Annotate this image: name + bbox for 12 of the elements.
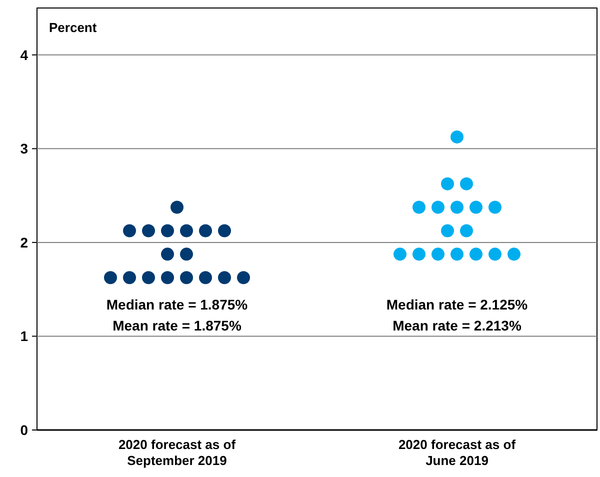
x-tick-label: 2020 forecast as of June 2019 bbox=[398, 437, 516, 468]
annotation: Mean rate = 1.875% bbox=[112, 318, 242, 334]
annotation: Median rate = 2.125% bbox=[386, 296, 528, 313]
y-tick-label: 3 bbox=[20, 140, 28, 157]
x-tick-label: 2020 forecast as of September 2019 bbox=[118, 437, 236, 468]
annotation: Median rate = 1.875% bbox=[106, 296, 248, 313]
y-tick-label: 1 bbox=[20, 328, 28, 344]
annotation: Mean rate = 2.213% bbox=[392, 318, 522, 334]
y-tick-label: 0 bbox=[20, 422, 28, 438]
y-axis-title: Percent bbox=[49, 20, 98, 35]
y-tick-label: 4 bbox=[20, 46, 28, 63]
y-tick-label: 2 bbox=[20, 234, 28, 250]
